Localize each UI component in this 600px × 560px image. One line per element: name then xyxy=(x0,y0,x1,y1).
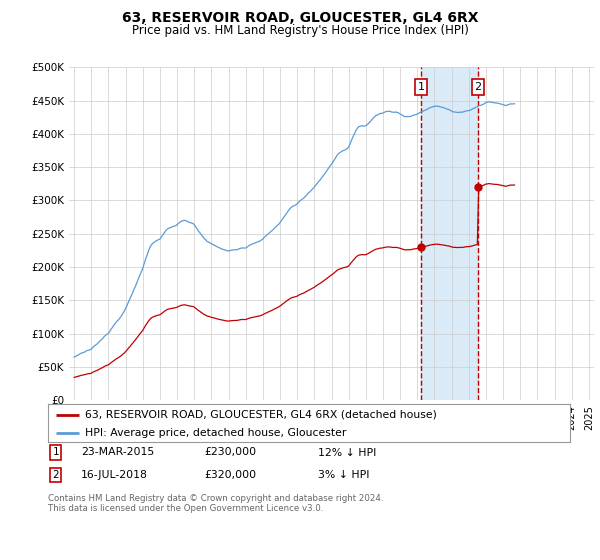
Text: 3% ↓ HPI: 3% ↓ HPI xyxy=(318,470,370,480)
Text: Price paid vs. HM Land Registry's House Price Index (HPI): Price paid vs. HM Land Registry's House … xyxy=(131,24,469,36)
Text: 1: 1 xyxy=(52,447,59,458)
Text: £320,000: £320,000 xyxy=(204,470,256,480)
Text: 16-JUL-2018: 16-JUL-2018 xyxy=(81,470,148,480)
Text: HPI: Average price, detached house, Gloucester: HPI: Average price, detached house, Glou… xyxy=(85,428,346,438)
Text: £230,000: £230,000 xyxy=(204,447,256,458)
Text: 63, RESERVOIR ROAD, GLOUCESTER, GL4 6RX: 63, RESERVOIR ROAD, GLOUCESTER, GL4 6RX xyxy=(122,11,478,25)
Text: 1: 1 xyxy=(418,82,425,92)
Bar xyxy=(421,67,478,400)
Text: 23-MAR-2015: 23-MAR-2015 xyxy=(81,447,154,458)
Text: 2: 2 xyxy=(52,470,59,480)
Text: 63, RESERVOIR ROAD, GLOUCESTER, GL4 6RX (detached house): 63, RESERVOIR ROAD, GLOUCESTER, GL4 6RX … xyxy=(85,409,436,419)
Text: 2: 2 xyxy=(475,82,482,92)
Text: 12% ↓ HPI: 12% ↓ HPI xyxy=(318,447,376,458)
Text: Contains HM Land Registry data © Crown copyright and database right 2024.
This d: Contains HM Land Registry data © Crown c… xyxy=(48,494,383,514)
